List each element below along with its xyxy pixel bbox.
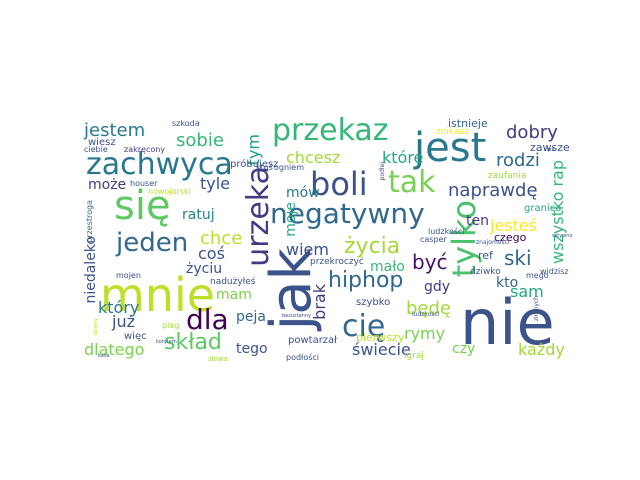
word-slowa: słowa — [208, 355, 228, 363]
word-zawsze: zawsze — [530, 141, 570, 154]
word-mam: mam — [216, 287, 252, 303]
word-czy: czy — [452, 341, 476, 357]
word-juz: już — [112, 312, 135, 331]
word-dlatego: dlatego — [84, 340, 145, 359]
word-brak: brak — [310, 284, 329, 320]
word-ludzkosci-2: ludzkości — [412, 311, 440, 318]
word-granica: granica — [524, 203, 562, 214]
word-dla: dla — [186, 303, 229, 336]
word-boli: boli — [310, 165, 368, 203]
word-ski: ski — [504, 246, 532, 270]
word-kasa: kasa — [98, 353, 110, 359]
word-wiem: wiem — [286, 240, 329, 259]
word-szybko: szybko — [356, 297, 391, 308]
word-przestroga: przestroga — [85, 200, 94, 243]
word-dobry: dobry — [506, 122, 558, 143]
word-mego: mego — [526, 271, 549, 280]
word-przekroczyc: przekroczyć — [310, 257, 364, 267]
word-dziwny: dziwny — [93, 318, 99, 336]
word-ogniem: ogniem — [274, 163, 304, 172]
word-zimnych: zimnych — [533, 296, 540, 322]
word-mow: mów — [286, 185, 320, 201]
word-sie: się — [114, 183, 171, 229]
word-sztywno: sztywno — [552, 233, 573, 239]
word-kto: kto — [496, 275, 519, 291]
word-ciebie: ciebie — [84, 145, 108, 154]
word-ref: ref — [478, 249, 493, 262]
word-podlosci: podłości — [286, 353, 320, 362]
word-zycia: życia — [344, 234, 401, 259]
word-zyciu: życiu — [186, 261, 223, 277]
word-widzisz: widzisz — [540, 267, 569, 276]
word-moje: moje — [283, 202, 299, 237]
word-urzeka: urzeka — [241, 166, 276, 267]
word-jest: jest — [414, 125, 487, 171]
word-probujesz: próbujesz — [230, 159, 279, 170]
word-znajomosci: znajomości — [476, 239, 510, 246]
word-nowojorski: nowojorski — [148, 187, 191, 196]
word-casper: casper — [420, 235, 447, 244]
word-malo: mało — [370, 259, 405, 275]
word-podlej: podłej — [379, 162, 386, 181]
word-sklad: skład — [164, 330, 222, 355]
word-byc: być — [412, 250, 448, 274]
word-wiec: więc — [124, 331, 147, 342]
word-hiphop: hiphop — [328, 268, 404, 293]
word-naduzyles: nadużyłeś — [210, 277, 256, 287]
word-ktory: który — [98, 298, 140, 317]
word-dziwko: dziwko — [470, 267, 501, 277]
word-mojen: mojen — [116, 271, 141, 280]
word-wiesz: wiesz — [88, 137, 116, 148]
word-kazdy: każdy — [518, 340, 565, 359]
word-cie: cię — [342, 309, 386, 344]
word-zaufania: zaufania — [488, 171, 527, 181]
word-czego: czego — [494, 231, 527, 244]
word-ktore: które — [382, 148, 424, 167]
word-mnie: mnie — [100, 268, 216, 322]
word-ktos: ktoś — [256, 163, 273, 172]
word-cos: coś — [198, 244, 225, 263]
word-niedaleko: niedaleko — [83, 236, 99, 304]
word-ten: ten — [466, 213, 489, 229]
word-swiecie: świecie — [352, 340, 411, 359]
word-moze: może — [88, 177, 127, 193]
word-plag: plag — [162, 321, 180, 330]
word-sobie: sobie — [176, 130, 224, 151]
word-negatywny: negatywny — [270, 197, 425, 230]
word-igraj: igraj — [404, 351, 424, 361]
word-zakrecony: zakręcony — [124, 145, 166, 154]
word-przekaz: przekaz — [272, 113, 389, 148]
word-istnieje: istnieje — [448, 117, 488, 130]
word-tyle: tyle — [200, 174, 231, 193]
word-jestem: jestem — [84, 120, 146, 141]
word-naprawde: naprawdę — [448, 180, 538, 201]
word-sam: sam — [510, 282, 544, 301]
word-zachwyca: zachwyca — [86, 147, 233, 182]
word-chcesz: chcesz — [286, 148, 341, 167]
word-cipa: cipa — [544, 147, 555, 153]
word-jestes: jesteś — [490, 216, 538, 235]
word-peja: peja — [236, 309, 266, 325]
word-ratuj: ratuj — [182, 207, 215, 223]
word-korytem: korytem — [156, 339, 177, 345]
word-gdy: gdy — [424, 279, 451, 295]
word-houser: houser — [130, 179, 158, 188]
word-ludzkosci: ludzkości — [428, 227, 465, 236]
word-rymy: rymy — [404, 324, 446, 343]
word-chce: chce — [200, 228, 243, 249]
word-pierwszy: pierwszy — [356, 331, 405, 344]
word-szkoda: szkoda — [172, 119, 200, 128]
word-jeden: jeden — [116, 228, 189, 258]
word-powtarzal: powtarzał — [288, 335, 338, 346]
word-nie: nie — [460, 286, 555, 359]
word-tego: tego — [236, 341, 268, 357]
word-bede: będę — [406, 298, 451, 319]
word-tak: tak — [388, 165, 436, 200]
word-rodzi: rodzi — [496, 150, 540, 171]
word-bezustanny: bezustanny — [282, 313, 311, 319]
word-znikasz: znikasz — [436, 127, 469, 137]
